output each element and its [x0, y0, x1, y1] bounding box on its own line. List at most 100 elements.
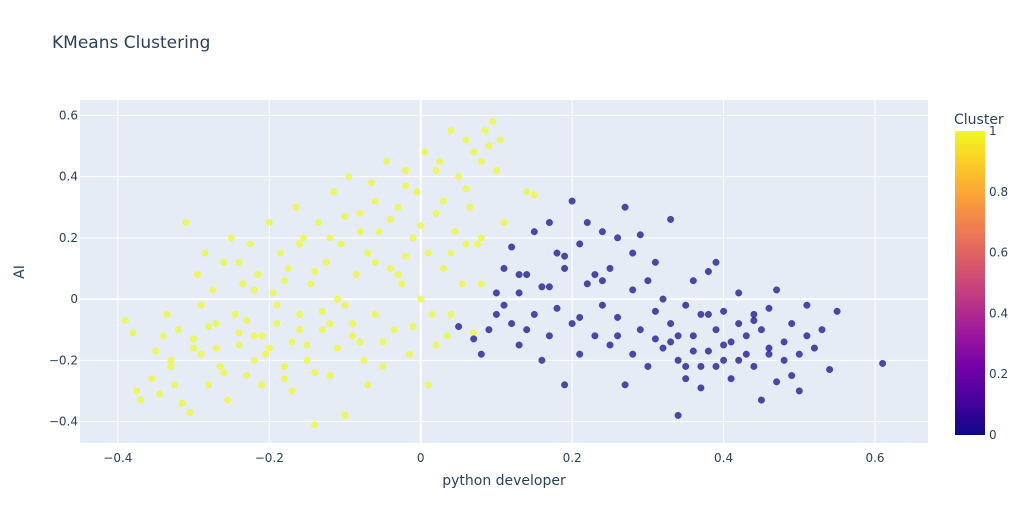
data-point — [651, 258, 659, 266]
data-point — [386, 215, 394, 223]
data-point — [606, 341, 614, 349]
data-point — [576, 313, 584, 321]
data-point — [258, 332, 266, 340]
data-point — [455, 173, 463, 181]
data-point — [644, 277, 652, 285]
data-point — [379, 362, 387, 370]
data-point — [598, 228, 606, 236]
colorbar-tick-label: 0.2 — [989, 367, 1008, 381]
data-point — [333, 344, 341, 352]
data-point — [651, 307, 659, 315]
data-point — [576, 240, 584, 248]
data-point — [682, 362, 690, 370]
data-point — [243, 316, 251, 325]
data-point — [538, 356, 546, 364]
data-point — [644, 362, 652, 370]
data-point — [667, 215, 675, 223]
colorbar-title: Cluster — [954, 112, 1004, 128]
data-point — [485, 142, 493, 150]
data-point — [500, 264, 508, 272]
data-point — [621, 203, 629, 211]
y-tick-label: −0.2 — [49, 353, 78, 367]
data-point — [515, 341, 523, 349]
data-point — [735, 320, 743, 328]
data-point — [341, 411, 349, 419]
x-axis-ticks: −0.4 −0.2 0 0.2 0.4 0.6 — [103, 451, 884, 465]
data-point — [508, 243, 516, 251]
x-tick-label: −0.2 — [255, 451, 284, 465]
data-point — [810, 344, 818, 352]
data-point — [250, 356, 258, 364]
data-point — [742, 332, 750, 340]
data-point — [583, 218, 591, 227]
data-point — [349, 332, 357, 340]
data-point — [182, 218, 190, 227]
data-point — [432, 341, 440, 349]
data-point — [424, 381, 432, 389]
data-point — [178, 399, 186, 407]
data-point — [208, 286, 217, 294]
data-point — [636, 326, 644, 334]
data-point — [659, 295, 667, 303]
data-point — [735, 356, 743, 364]
data-point — [462, 185, 470, 193]
data-point — [704, 267, 712, 276]
data-point — [155, 390, 164, 398]
data-point — [402, 252, 410, 260]
data-point — [727, 338, 735, 346]
x-tick-label: 0.2 — [563, 451, 582, 465]
data-point — [697, 384, 705, 392]
data-point — [667, 338, 675, 346]
data-point — [273, 301, 281, 309]
data-point — [712, 258, 720, 266]
data-point — [614, 234, 622, 242]
data-point — [284, 264, 292, 272]
data-point — [651, 335, 659, 343]
data-point — [171, 381, 179, 389]
data-point — [405, 350, 413, 358]
data-point — [341, 212, 349, 220]
data-point — [735, 289, 743, 297]
data-point — [428, 310, 436, 318]
data-point — [470, 148, 478, 156]
data-point — [303, 341, 311, 349]
data-point — [409, 234, 417, 242]
data-point — [757, 326, 765, 334]
data-point — [530, 191, 538, 199]
data-point — [250, 332, 258, 340]
data-point — [190, 335, 198, 343]
data-point — [576, 350, 584, 358]
data-point — [356, 338, 364, 346]
data-point — [523, 271, 531, 279]
data-point — [689, 277, 697, 285]
data-point — [326, 320, 334, 328]
colorbar-tick-label: 0.6 — [989, 246, 1008, 260]
data-point — [432, 166, 440, 174]
data-point — [629, 350, 637, 358]
data-point — [727, 375, 735, 383]
data-point — [330, 188, 338, 196]
data-point — [553, 304, 561, 312]
data-point — [750, 316, 758, 325]
colorbar-tick-label: 0 — [989, 428, 997, 442]
data-point — [773, 378, 781, 386]
data-point — [296, 326, 304, 334]
data-point — [803, 332, 811, 340]
data-point — [466, 203, 474, 211]
data-point — [720, 356, 728, 364]
data-point — [795, 387, 803, 395]
data-point — [390, 326, 398, 334]
data-point — [318, 307, 326, 315]
data-point — [879, 359, 887, 367]
data-point — [402, 182, 410, 190]
data-point — [299, 234, 307, 242]
data-point — [269, 289, 277, 297]
data-point — [235, 329, 243, 337]
data-point — [250, 286, 258, 294]
data-point — [311, 267, 319, 276]
data-point — [481, 127, 489, 135]
data-point — [231, 310, 239, 318]
data-point — [765, 304, 773, 312]
data-point — [496, 136, 504, 144]
data-point — [689, 332, 697, 340]
